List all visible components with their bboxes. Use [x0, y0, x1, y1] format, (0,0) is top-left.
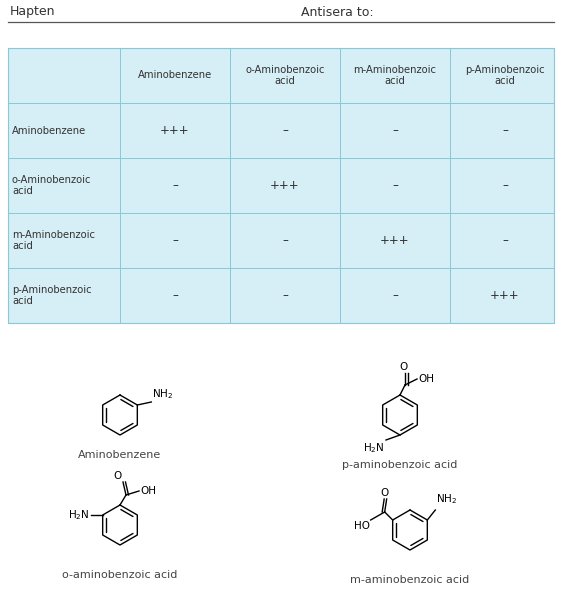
- Bar: [8, 48, 554, 323]
- Text: +++: +++: [270, 179, 300, 192]
- Text: –: –: [502, 179, 508, 192]
- Text: –: –: [282, 234, 288, 247]
- Text: O: O: [380, 488, 389, 498]
- Text: –: –: [502, 234, 508, 247]
- Text: –: –: [282, 124, 288, 137]
- Text: Hapten: Hapten: [10, 5, 56, 19]
- Text: –: –: [392, 124, 398, 137]
- Text: m-Aminobenzoic
acid: m-Aminobenzoic acid: [353, 65, 437, 86]
- Text: p-Aminobenzoic
acid: p-Aminobenzoic acid: [12, 284, 92, 306]
- Text: O: O: [399, 362, 407, 372]
- Text: m-Aminobenzoic
acid: m-Aminobenzoic acid: [12, 230, 95, 251]
- Text: Antisera to:: Antisera to:: [301, 5, 373, 19]
- Text: H$_2$N: H$_2$N: [364, 441, 385, 455]
- Text: p-Aminobenzoic
acid: p-Aminobenzoic acid: [465, 65, 545, 86]
- Text: O: O: [114, 471, 122, 481]
- Text: +++: +++: [490, 289, 520, 302]
- Text: o-Aminobenzoic
acid: o-Aminobenzoic acid: [12, 175, 92, 196]
- Text: Aminobenzene: Aminobenzene: [138, 70, 212, 80]
- Text: –: –: [392, 289, 398, 302]
- Text: p-aminobenzoic acid: p-aminobenzoic acid: [342, 460, 457, 470]
- Text: +++: +++: [160, 124, 190, 137]
- Text: m-aminobenzoic acid: m-aminobenzoic acid: [350, 575, 470, 585]
- Text: –: –: [172, 179, 178, 192]
- Text: –: –: [502, 124, 508, 137]
- Text: –: –: [392, 179, 398, 192]
- Text: –: –: [172, 289, 178, 302]
- Text: –: –: [282, 289, 288, 302]
- Text: NH$_2$: NH$_2$: [436, 492, 457, 506]
- Text: OH: OH: [140, 486, 156, 496]
- Text: HO: HO: [353, 521, 370, 531]
- Text: o-Aminobenzoic
acid: o-Aminobenzoic acid: [245, 65, 325, 86]
- Text: +++: +++: [380, 234, 410, 247]
- Text: NH$_2$: NH$_2$: [152, 387, 174, 401]
- Text: Aminobenzene: Aminobenzene: [78, 450, 162, 460]
- Text: OH: OH: [418, 374, 434, 384]
- Text: H$_2$N: H$_2$N: [68, 508, 90, 522]
- Text: Aminobenzene: Aminobenzene: [12, 125, 86, 136]
- Text: o-aminobenzoic acid: o-aminobenzoic acid: [62, 570, 178, 580]
- Text: –: –: [172, 234, 178, 247]
